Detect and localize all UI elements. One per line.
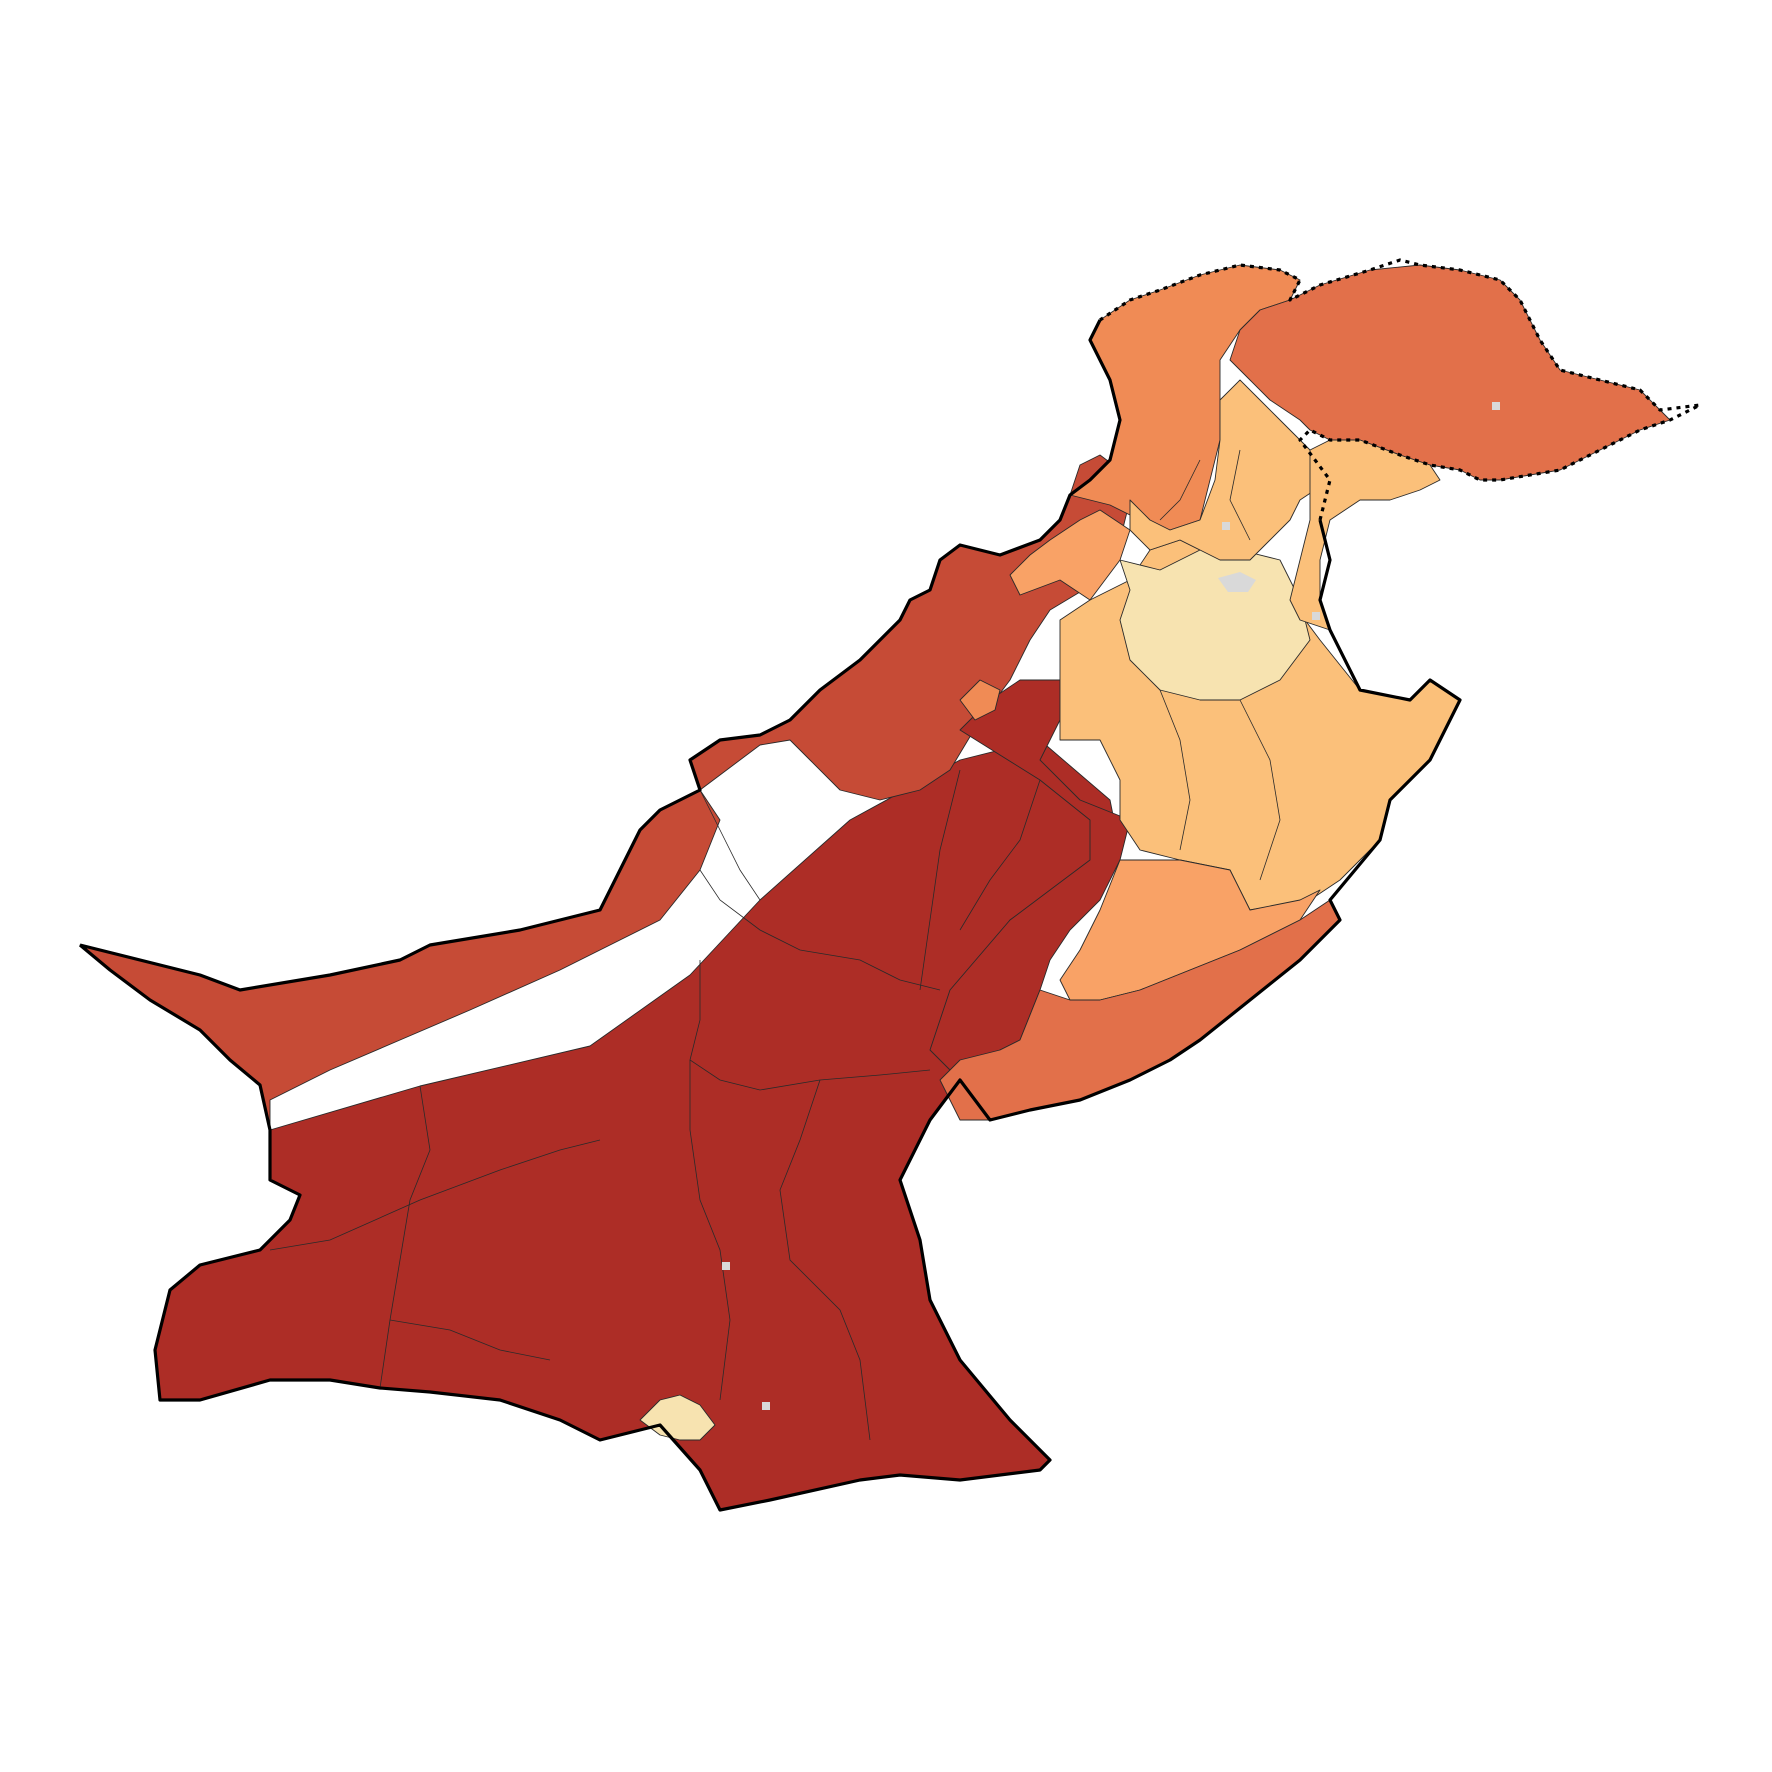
international-border	[78, 319, 1462, 1512]
region-small-pocket	[959, 679, 1001, 721]
nodata-speck	[1312, 612, 1320, 620]
region-kashmir-strip	[1289, 439, 1441, 631]
nodata-speck	[762, 1402, 770, 1410]
region-punjab-north-pale	[1119, 549, 1311, 701]
nodata-speck	[722, 1262, 730, 1270]
nodata-lake	[1218, 572, 1256, 592]
region-gilgit-east	[1229, 264, 1671, 481]
nodata-speck	[1492, 402, 1500, 410]
disputed-boundary	[1099, 258, 1702, 521]
region-coastal-pale	[639, 1394, 716, 1441]
nodata-speck	[1222, 522, 1230, 530]
region-khyber-central	[1009, 509, 1131, 601]
district-borders	[269, 449, 1281, 1441]
